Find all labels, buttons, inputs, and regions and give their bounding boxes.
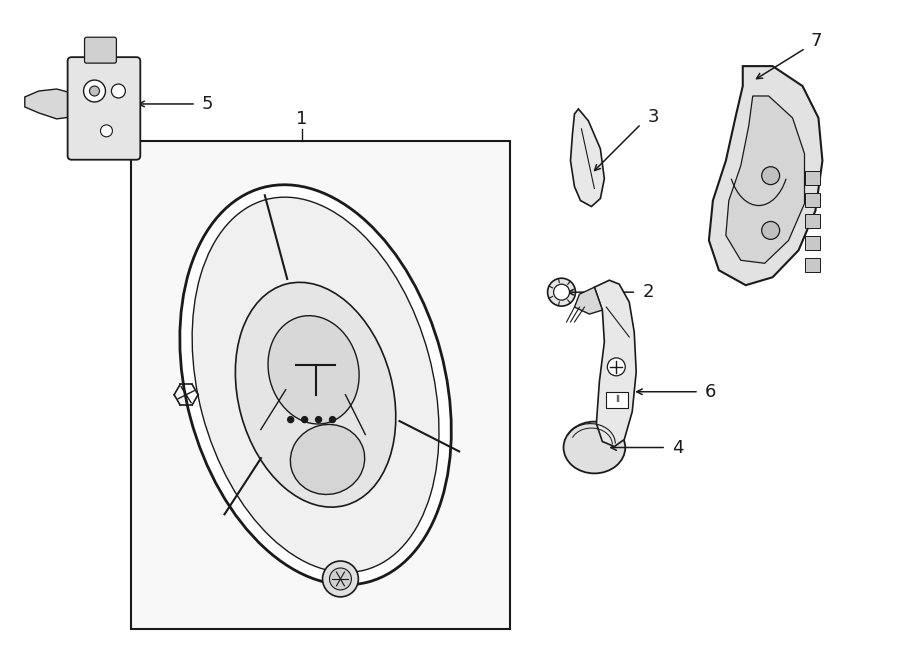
Text: 4: 4 — [672, 438, 684, 457]
Circle shape — [302, 416, 308, 422]
Circle shape — [329, 568, 351, 590]
Text: 7: 7 — [811, 32, 822, 50]
Circle shape — [101, 125, 112, 137]
Circle shape — [608, 358, 625, 376]
Circle shape — [554, 284, 570, 300]
Circle shape — [329, 416, 336, 422]
Text: 5: 5 — [202, 95, 213, 113]
Circle shape — [761, 221, 779, 239]
Polygon shape — [571, 109, 604, 206]
Circle shape — [89, 86, 100, 96]
Bar — [131, 141, 509, 629]
Polygon shape — [709, 66, 823, 285]
FancyBboxPatch shape — [68, 57, 140, 160]
Bar — [805, 214, 821, 229]
FancyBboxPatch shape — [85, 37, 116, 63]
Polygon shape — [574, 287, 602, 314]
Bar — [805, 171, 821, 184]
Circle shape — [322, 561, 358, 597]
Ellipse shape — [192, 197, 439, 572]
Ellipse shape — [268, 316, 359, 424]
Polygon shape — [725, 96, 805, 263]
Ellipse shape — [235, 282, 396, 507]
Bar — [805, 258, 821, 272]
Polygon shape — [25, 89, 72, 119]
Text: 2: 2 — [643, 283, 653, 301]
Bar — [805, 192, 821, 206]
Ellipse shape — [180, 185, 451, 585]
Bar — [805, 237, 821, 251]
Text: II: II — [615, 395, 620, 405]
Circle shape — [761, 167, 779, 184]
Circle shape — [316, 416, 321, 422]
Polygon shape — [594, 280, 636, 447]
Ellipse shape — [291, 424, 364, 494]
Circle shape — [112, 84, 125, 98]
Bar — [607, 392, 628, 408]
Circle shape — [84, 80, 105, 102]
Circle shape — [547, 278, 575, 306]
Text: 6: 6 — [705, 383, 716, 401]
Ellipse shape — [563, 422, 625, 473]
Circle shape — [288, 416, 293, 422]
Text: 1: 1 — [296, 110, 307, 128]
Text: 3: 3 — [648, 108, 660, 126]
